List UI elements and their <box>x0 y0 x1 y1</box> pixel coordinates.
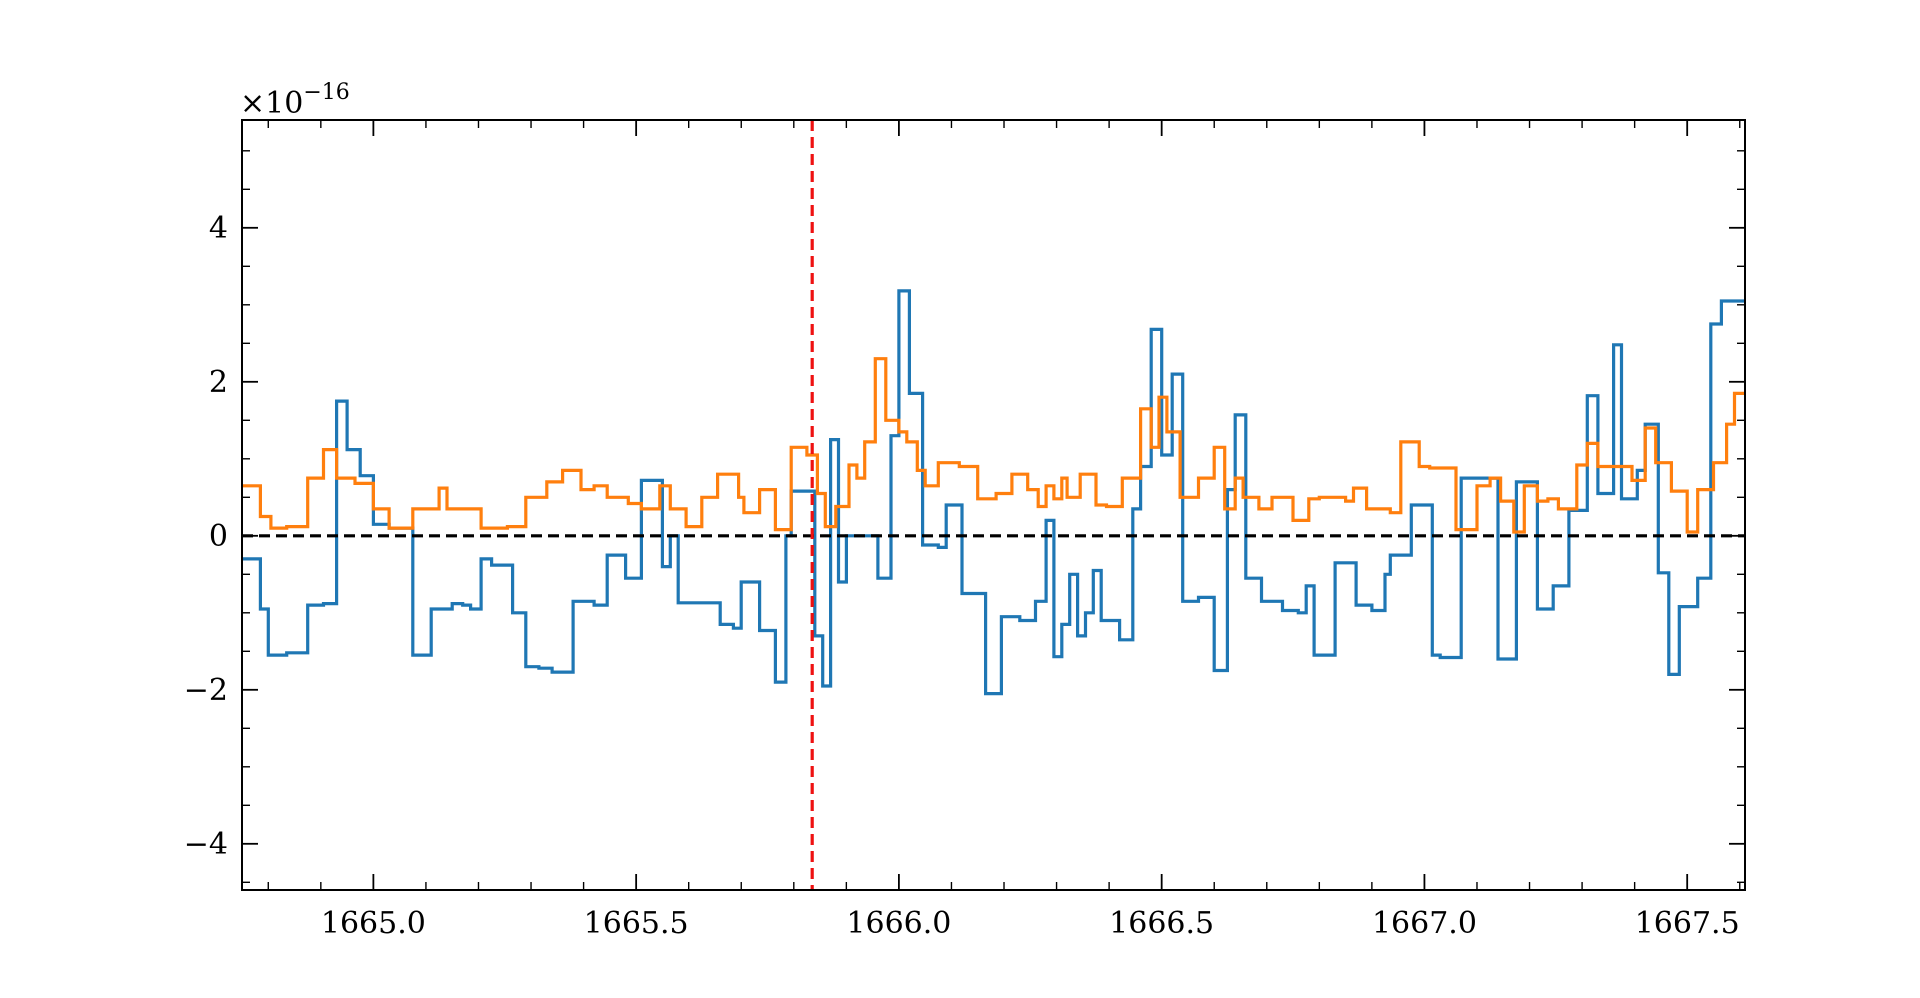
ticks: 1665.0 1665.5 1666.0 1666.5 1667.0 1667.5 −4 −2… <box>184 120 1745 941</box>
y-tick-label: −4 <box>184 827 228 862</box>
y-multiplier-label: ×10−16 <box>240 80 350 121</box>
y-tick-label: 0 <box>209 519 228 554</box>
y-multiplier-base: ×10 <box>240 86 303 121</box>
series-layer <box>242 289 1745 696</box>
x-tick-label: 1667.0 <box>1372 906 1477 941</box>
y-tick-label: 4 <box>209 211 228 246</box>
plot-frame <box>241 119 1746 891</box>
y-tick-label: −2 <box>184 673 228 708</box>
series-line-1 <box>242 289 1745 696</box>
reference-lines <box>242 120 1745 890</box>
x-tick-label: 1665.5 <box>584 906 689 941</box>
x-tick-label: 1666.0 <box>846 906 951 941</box>
series-line-2 <box>242 357 1745 534</box>
x-tick-label: 1667.5 <box>1635 906 1740 941</box>
x-tick-label: 1665.0 <box>321 906 426 941</box>
x-tick-label: 1666.5 <box>1109 906 1214 941</box>
y-tick-label: 2 <box>209 365 228 400</box>
y-multiplier-exponent: −16 <box>303 80 349 105</box>
